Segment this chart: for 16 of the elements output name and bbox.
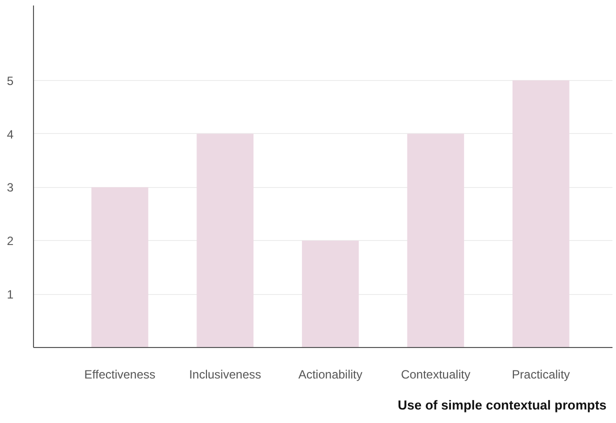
y-tick-label: 2 (6, 234, 14, 248)
x-axis-title: Use of simple contextual prompts (398, 398, 607, 412)
y-tick-label: 1 (6, 288, 14, 302)
bar (196, 134, 254, 348)
bar (91, 187, 148, 348)
y-tick-label: 3 (6, 180, 14, 195)
bar (512, 80, 570, 348)
x-tick-label: Effectiveness (84, 368, 156, 382)
y-tick-label: 5 (6, 74, 14, 88)
bar (302, 240, 359, 348)
bar (407, 134, 464, 348)
x-tick-label: Practicality (512, 368, 570, 382)
x-tick-label: Contextuality (400, 368, 470, 382)
x-tick-label: Actionability (298, 368, 362, 382)
x-tick-label: Inclusiveness (189, 368, 262, 382)
y-tick-label: 4 (6, 127, 14, 142)
